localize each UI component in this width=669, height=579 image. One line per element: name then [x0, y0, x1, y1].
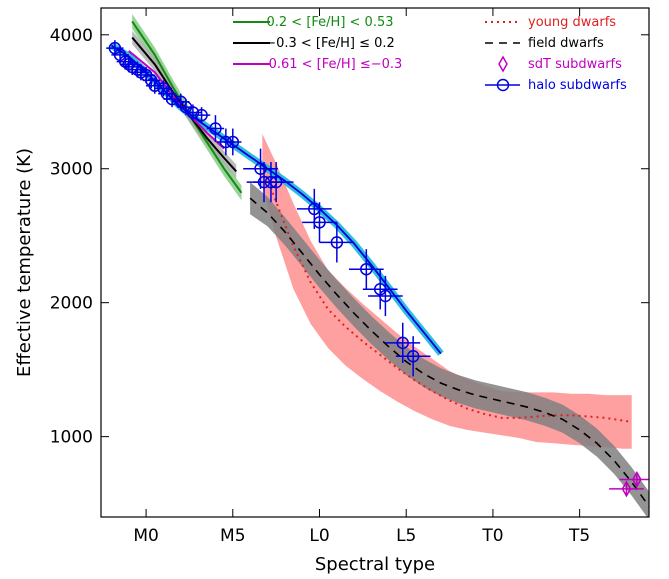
legend-label: −0.61 < [Fe/H] ≤−0.3 [258, 57, 403, 72]
halo-point [195, 108, 208, 122]
legend: 0.2 < [Fe/H] < 0.53 −0.3 < [Fe/H] ≤ 0.2 −0… [233, 15, 627, 93]
y-axis-title: Effective temperature (K) [14, 148, 35, 377]
halo-point [254, 162, 267, 175]
sdt-point [631, 470, 642, 489]
halo-point [148, 79, 162, 92]
legend-swatch [496, 78, 510, 92]
legend-swatch [498, 55, 508, 73]
x-tick-label: T0 [481, 526, 503, 546]
halo-point [330, 236, 344, 249]
legend-label: young dwarfs [528, 15, 616, 30]
halo-point [313, 216, 326, 229]
young-dwarfs-band [262, 133, 632, 449]
halo-point [165, 92, 179, 106]
halo-point [396, 336, 409, 350]
legend-label: 0.2 < [Fe/H] < 0.53 [267, 15, 394, 30]
plot-frame [100, 7, 650, 518]
field-dwarfs-band [250, 182, 649, 517]
y-tick-label: 1000 [50, 428, 93, 448]
x-tick-label: T5 [568, 526, 590, 546]
legend-label: sdT subdwarfs [528, 57, 622, 72]
x-tick-label: M5 [220, 526, 245, 546]
halo-point [406, 350, 420, 363]
axis-ticks: M0 M5 L0 L5 T0 T5 1000 2000 3000 4000 [50, 8, 649, 546]
legend-label: field dwarfs [528, 36, 604, 51]
x-tick-label: L0 [309, 526, 329, 546]
y-tick-label: 2000 [50, 294, 93, 314]
halo-point [360, 262, 373, 276]
sdt-point [621, 480, 632, 498]
x-tick-label: L5 [396, 526, 416, 546]
legend-label: −0.3 < [Fe/H] ≤ 0.2 [265, 36, 395, 51]
halo-point [209, 122, 222, 135]
halo-point [269, 175, 283, 189]
y-tick-label: 3000 [50, 160, 93, 180]
halo-point [226, 135, 240, 149]
field-dwarfs-line [249, 197, 649, 507]
x-axis-title: Spectral type [315, 554, 435, 575]
y-tick-label: 4000 [50, 26, 93, 46]
x-tick-label: M0 [133, 526, 158, 546]
series-points [106, 40, 649, 498]
halo-point [379, 289, 392, 303]
halo-point [186, 106, 200, 119]
legend-label: halo subdwarfs [528, 78, 627, 93]
